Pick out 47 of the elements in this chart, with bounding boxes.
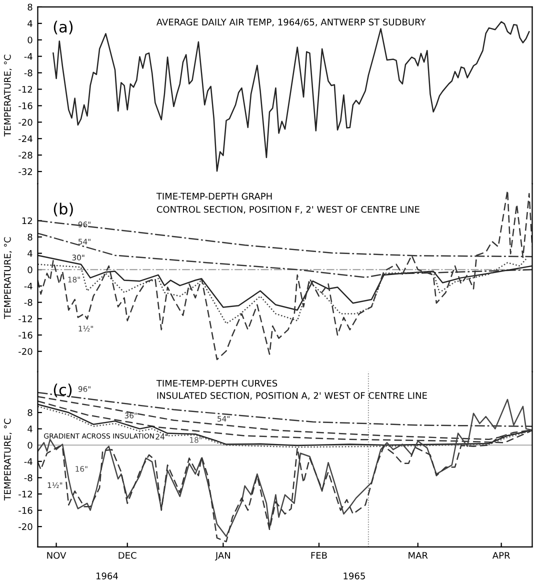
y-tick-label: 8 <box>28 4 32 11</box>
y-tick-label: 8 <box>28 409 32 416</box>
annotation: (b) <box>54 202 73 216</box>
y-tick-label: -16 <box>18 507 32 514</box>
y-axis-title: TEMPERATURE, °C <box>4 54 12 137</box>
x-tick-label: NOV <box>47 552 66 559</box>
y-tick-label: -12 <box>18 315 32 322</box>
y-tick-label: -4 <box>24 53 32 60</box>
y-tick-label: -8 <box>24 474 32 482</box>
text: TIME-TEMP-DEPTH GRAPH <box>156 192 272 200</box>
x-tick-label: DEC <box>118 552 136 559</box>
x-tick-label: MAR <box>408 552 428 559</box>
y-tick-label: -24 <box>18 135 32 142</box>
y-tick-label: -4 <box>24 458 32 465</box>
y-tick-label: -16 <box>18 332 32 339</box>
text: CONTROL SECTION, POSITION F, 2' WEST OF CENTRE LINE <box>156 206 420 214</box>
y-tick-label: 4 <box>28 20 32 27</box>
y-tick-label: -20 <box>18 118 32 126</box>
y-tick-label: 0 <box>28 442 32 449</box>
y-tick-label: -28 <box>18 152 32 159</box>
y-tick-label: -20 <box>18 523 32 530</box>
y-tick-label: 4 <box>28 426 32 432</box>
text: TIME-TEMP-DEPTH CURVES <box>156 380 278 387</box>
x-tick-label: FEB <box>311 552 327 559</box>
y-tick-label: -8 <box>24 299 32 306</box>
y-tick-label: -20 <box>18 348 32 355</box>
text: 1964 <box>96 572 118 580</box>
y-axis-title: TEMPERATURE, °C <box>4 418 12 500</box>
y-axis-title: TEMPERATURE, °C <box>4 237 12 319</box>
y-tick-label: -4 <box>24 282 32 290</box>
text: AVERAGE DAILY AIR TEMP, 1964/65, ANTWERP ST SUDBURY <box>156 18 426 26</box>
text: INSULATED SECTION, POSITION A, 2' WEST OF CENTRE LINE <box>157 392 427 400</box>
x-tick-label: JAN <box>214 552 230 560</box>
y-tick-label: -8 <box>24 70 32 76</box>
y-tick-label: 4 <box>28 250 32 257</box>
y-tick-label: -12 <box>18 490 32 498</box>
y-tick-label: 12 <box>22 217 32 224</box>
y-tick-label: -12 <box>18 86 32 93</box>
y-tick-label: 8 <box>28 234 32 241</box>
y-tick-label: 0 <box>28 266 32 274</box>
x-tick-label: APR <box>492 552 510 559</box>
y-tick-label: -16 <box>18 102 32 110</box>
text: 1965 <box>344 572 365 580</box>
annotation: (c) <box>54 384 72 398</box>
y-tick-label: -32 <box>18 168 32 176</box>
annotation: (a) <box>54 20 73 34</box>
y-tick-label: 0 <box>28 36 32 44</box>
